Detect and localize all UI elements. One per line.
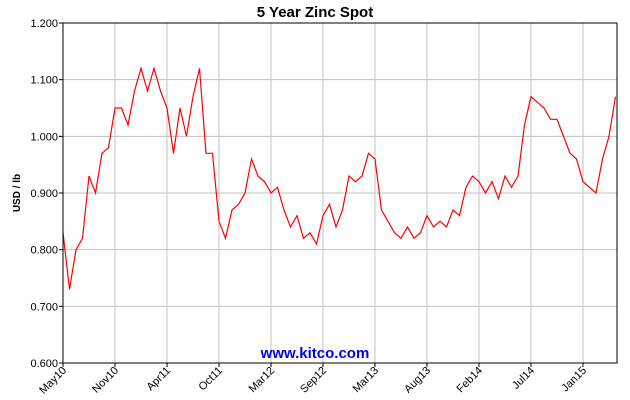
- x-tick-label: Oct11: [196, 365, 225, 394]
- x-tick-label: Jul14: [510, 365, 537, 392]
- y-tick-label: 1.100: [30, 75, 58, 87]
- x-tick-label: Aug13: [402, 365, 433, 396]
- y-tick-label: 1.000: [30, 131, 58, 143]
- y-tick-label: 0.700: [30, 301, 58, 313]
- x-tick-label: Jan15: [559, 365, 589, 395]
- x-tick-label: Sep12: [298, 365, 329, 396]
- x-tick-label: Feb14: [455, 365, 486, 396]
- x-tick-label: Mar12: [247, 365, 278, 396]
- y-tick-label: 0.800: [30, 245, 58, 257]
- x-tick-label: Nov10: [90, 365, 121, 396]
- y-tick-label: 0.900: [30, 188, 58, 200]
- chart-title: 5 Year Zinc Spot: [257, 4, 373, 21]
- x-tick-label: Apr11: [144, 365, 173, 394]
- y-axis-label: USD / lb: [12, 174, 23, 212]
- y-tick-label: 0.600: [30, 358, 58, 370]
- y-tick-label: 1.200: [30, 18, 58, 30]
- x-tick-label: Mar13: [351, 365, 382, 396]
- data-line: [62, 66, 617, 290]
- watermark: www.kitco.com: [260, 345, 370, 362]
- plot-border: [62, 22, 618, 364]
